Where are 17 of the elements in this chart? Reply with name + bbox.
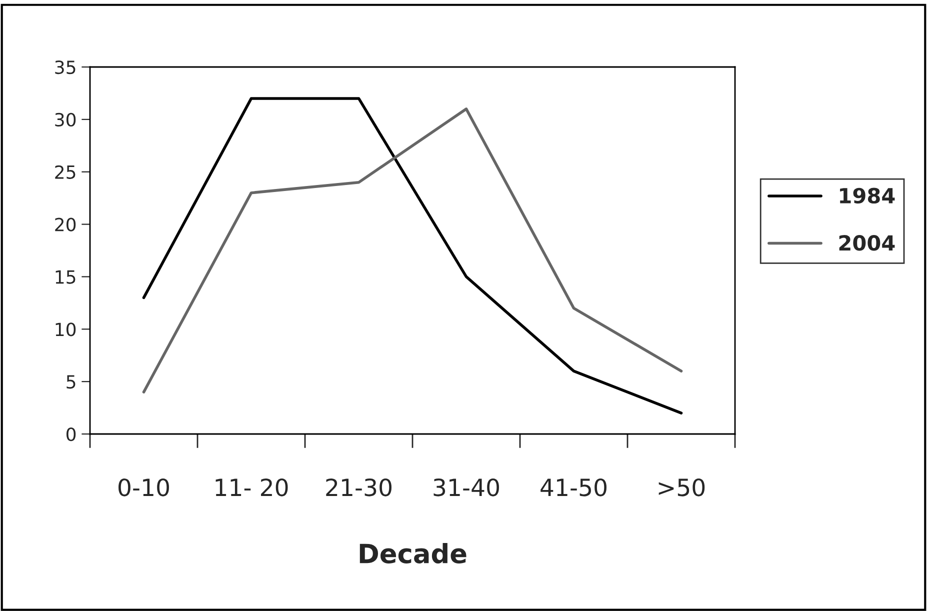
x-tick-label: 0-10 — [118, 478, 169, 496]
x-tick-label: 31-40 — [434, 478, 499, 496]
x-tick-label: 11- 20 — [216, 478, 288, 496]
y-tick-label: 20 — [55, 218, 76, 232]
y-tick-label: 5 — [66, 375, 76, 389]
legend-label: 1984 — [840, 188, 895, 204]
y-tick-label: 10 — [56, 322, 76, 336]
x-tick-label: 21-30 — [326, 478, 392, 496]
y-tick-label: 35 — [55, 60, 76, 74]
y-tick-label: 30 — [55, 112, 76, 127]
x-tick-label: 41-50 — [540, 478, 606, 496]
y-tick-label: 25 — [55, 165, 76, 179]
x-axis-title: Decade — [360, 543, 466, 564]
y-tick-label: 0 — [66, 427, 76, 442]
y-tick-label: 15 — [56, 270, 76, 284]
x-tick-label: >50 — [658, 478, 705, 496]
legend-label: 2004 — [839, 235, 895, 251]
